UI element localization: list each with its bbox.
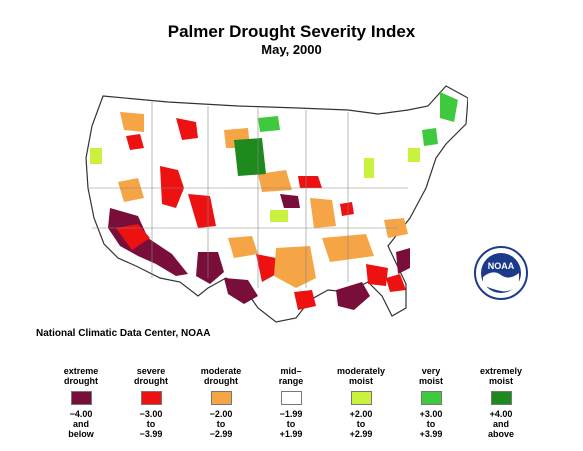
noaa-logo-icon: NOAA xyxy=(474,246,528,300)
legend-item-mid-range: mid– range −1.99 to +1.99 xyxy=(254,360,328,439)
legend-range: to xyxy=(286,419,296,429)
legend-item-moderate-drought: moderate drought −2.00 to −2.99 xyxy=(184,360,258,439)
legend-range: to xyxy=(146,419,156,429)
legend-label: drought xyxy=(64,376,98,386)
legend-item-moderately-moist: moderately moist +2.00 to +2.99 xyxy=(324,360,398,439)
state-boundaries xyxy=(88,100,408,288)
very-moist-regions xyxy=(258,92,458,146)
legend-swatch xyxy=(280,391,302,405)
legend-label: range xyxy=(278,376,304,386)
legend-swatch xyxy=(210,391,232,405)
legend-range: +3.99 xyxy=(419,429,443,439)
legend-swatch xyxy=(490,391,512,405)
legend-range: to xyxy=(426,419,436,429)
legend-label: moist xyxy=(348,376,373,386)
legend-label: extremely xyxy=(479,366,523,376)
moderately-moist-regions xyxy=(90,148,420,222)
legend-label: moist xyxy=(418,376,443,386)
legend-label: moderately xyxy=(336,366,386,376)
legend-range: to xyxy=(216,419,226,429)
legend-range: above xyxy=(487,429,514,439)
extreme-drought-regions xyxy=(108,194,410,310)
us-drought-map xyxy=(85,85,468,323)
legend-range: +1.99 xyxy=(279,429,303,439)
legend-range: below xyxy=(68,429,94,439)
legend-swatch xyxy=(70,391,92,405)
map-title: Palmer Drought Severity Index xyxy=(167,22,416,41)
legend-range: +2.00 xyxy=(349,409,373,419)
legend-range: −1.99 xyxy=(279,409,303,419)
legend-label: drought xyxy=(204,376,238,386)
legend-range: to xyxy=(356,419,366,429)
legend-range: −3.00 xyxy=(139,409,163,419)
legend-item-extreme-drought: extreme drought −4.00 and below xyxy=(44,360,118,439)
severe-drought-regions xyxy=(116,118,406,310)
legend-item-extremely-moist: extremely moist +4.00 and above xyxy=(464,360,538,439)
legend-item-severe-drought: severe drought −3.00 to −3.99 xyxy=(114,360,188,439)
legend-label: moderate xyxy=(200,366,242,376)
legend-swatch xyxy=(420,391,442,405)
noaa-logo-text: NOAA xyxy=(488,261,515,271)
legend-swatch xyxy=(140,391,162,405)
legend-label: extreme xyxy=(63,366,99,376)
legend-item-very-moist: very moist +3.00 to +3.99 xyxy=(394,360,468,439)
legend-range: −2.00 xyxy=(209,409,233,419)
legend-range: and xyxy=(492,419,509,429)
legend-range: +3.00 xyxy=(419,409,443,419)
extremely-moist-regions xyxy=(234,138,266,176)
map-subtitle: May, 2000 xyxy=(261,42,322,57)
legend-range: and xyxy=(72,419,89,429)
legend: extreme drought −4.00 and below severe d… xyxy=(44,360,544,440)
legend-label: severe xyxy=(136,366,166,376)
legend-label: moist xyxy=(488,376,513,386)
legend-range: +4.00 xyxy=(489,409,513,419)
legend-label: drought xyxy=(134,376,168,386)
legend-range: +2.99 xyxy=(349,429,373,439)
legend-label: mid– xyxy=(280,366,302,376)
legend-label: very xyxy=(421,366,441,376)
legend-range: −3.99 xyxy=(139,429,163,439)
credit-text: National Climatic Data Center, NOAA xyxy=(36,328,211,339)
legend-range: −2.99 xyxy=(209,429,233,439)
legend-range: −4.00 xyxy=(69,409,93,419)
legend-swatch xyxy=(350,391,372,405)
